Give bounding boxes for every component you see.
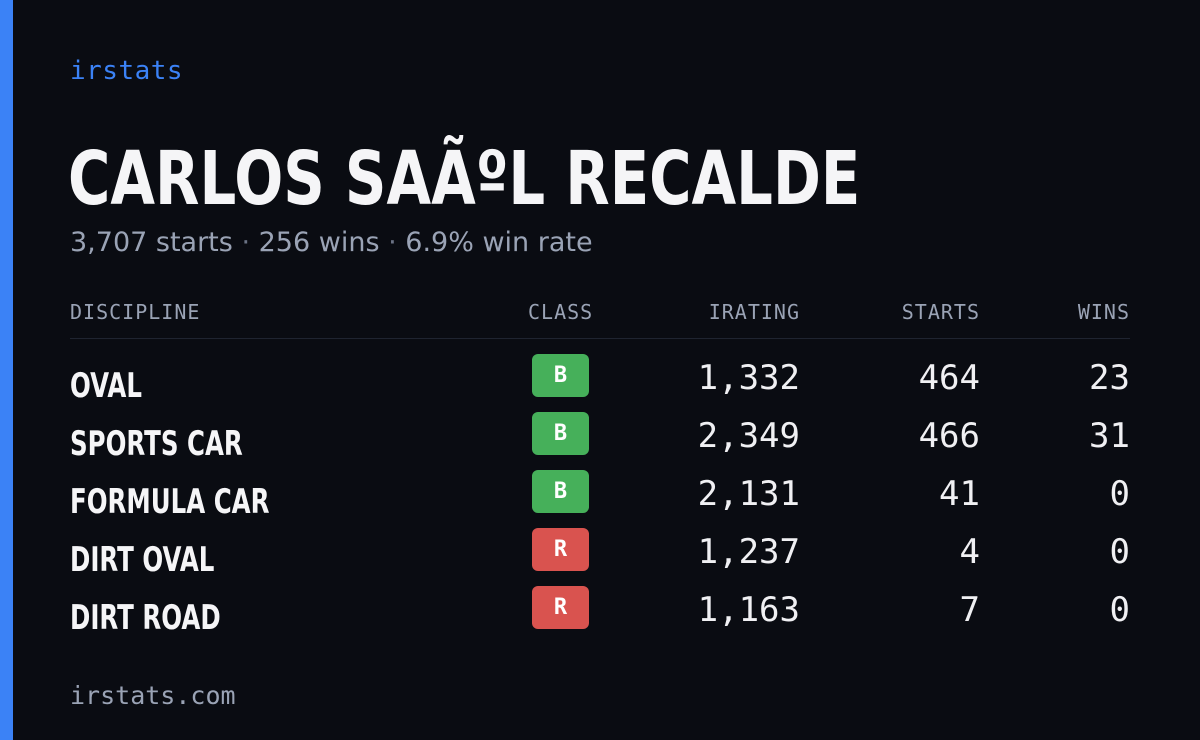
wins-value: 23 — [1089, 358, 1130, 398]
table-row: OVAL B 1,332 464 23 — [70, 350, 1130, 408]
header-irating: IRATING — [708, 300, 800, 324]
table-row: FORMULA CAR B 2,131 41 0 — [70, 466, 1130, 524]
header-wins: WINS — [1077, 300, 1130, 324]
discipline-name: SPORTS CAR — [70, 424, 243, 464]
starts-summary: 3,707 starts — [70, 227, 233, 258]
discipline-name: DIRT OVAL — [70, 540, 215, 580]
table-row: DIRT ROAD R 1,163 7 0 — [70, 582, 1130, 640]
starts-value: 41 — [939, 474, 980, 514]
class-badge: B — [532, 412, 589, 455]
discipline-name: OVAL — [70, 366, 142, 406]
starts-value: 4 — [959, 532, 980, 572]
driver-name: CARLOS SAÃºL RECALDE — [68, 136, 861, 222]
accent-bar — [0, 0, 13, 740]
starts-value: 466 — [918, 416, 980, 456]
irating-value: 1,237 — [697, 532, 800, 572]
table-header: DISCIPLINE CLASS IRATING STARTS WINS — [70, 300, 1130, 339]
table-row: DIRT OVAL R 1,237 4 0 — [70, 524, 1130, 582]
class-badge: B — [532, 470, 589, 513]
irating-value: 2,131 — [697, 474, 800, 514]
starts-value: 7 — [959, 590, 980, 630]
summary-separator: · — [388, 227, 397, 258]
class-badge: R — [532, 586, 589, 629]
header-class: CLASS — [528, 300, 594, 324]
discipline-name: FORMULA CAR — [70, 482, 270, 522]
wins-value: 0 — [1109, 590, 1130, 630]
wins-value: 0 — [1109, 532, 1130, 572]
starts-value: 464 — [918, 358, 980, 398]
summary-separator: · — [241, 227, 251, 258]
irating-value: 1,163 — [697, 590, 800, 630]
footer-url[interactable]: irstats.com — [70, 681, 236, 710]
wins-summary: 256 wins — [258, 227, 380, 258]
wins-value: 31 — [1089, 416, 1130, 456]
table-row: SPORTS CAR B 2,349 466 31 — [70, 408, 1130, 466]
class-badge: R — [532, 528, 589, 571]
irating-value: 1,332 — [697, 358, 800, 398]
header-starts: STARTS — [901, 300, 980, 324]
driver-summary: 3,707 starts · 256 wins · 6.9% win rate — [70, 227, 593, 258]
wins-value: 0 — [1109, 474, 1130, 514]
discipline-table: OVAL B 1,332 464 23 SPORTS CAR B 2,349 4… — [70, 350, 1130, 640]
brand-logo: irstats — [70, 56, 184, 86]
irating-value: 2,349 — [697, 416, 800, 456]
discipline-name: DIRT ROAD — [70, 598, 221, 638]
header-discipline: DISCIPLINE — [70, 300, 201, 324]
class-badge: B — [532, 354, 589, 397]
win-rate-summary: 6.9% win rate — [405, 227, 593, 258]
